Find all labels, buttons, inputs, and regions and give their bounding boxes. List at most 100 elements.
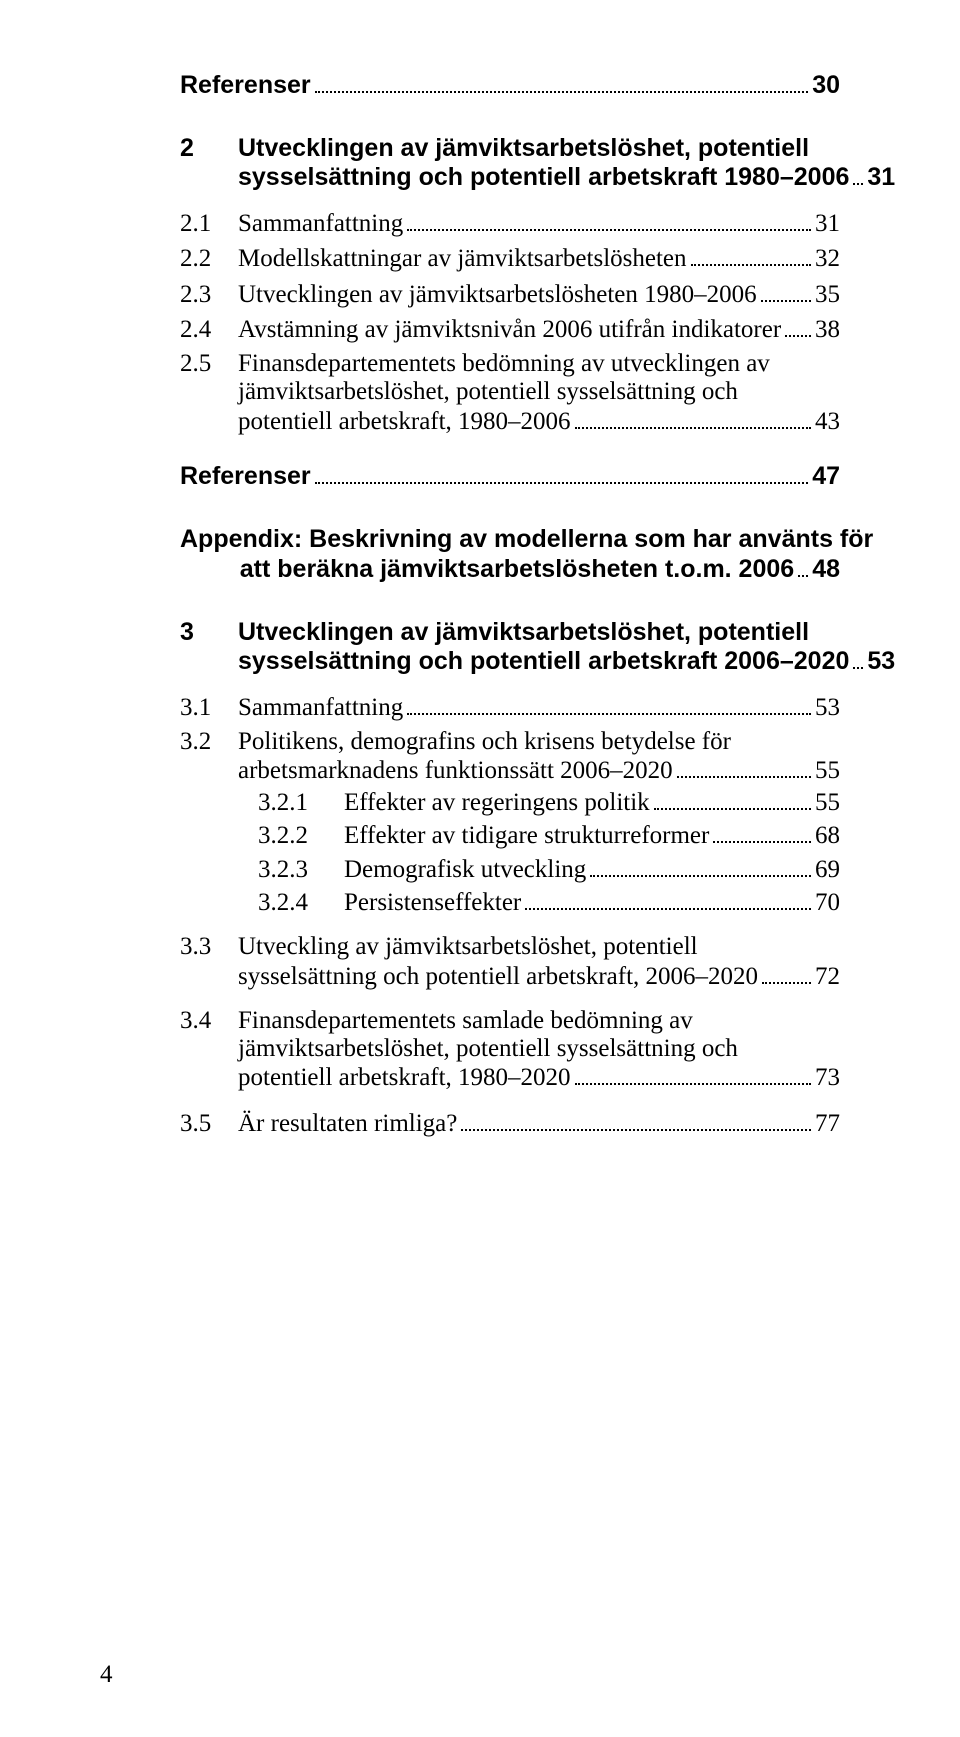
- toc-entry-text: Persistenseffekter: [344, 889, 521, 917]
- toc-entry-number: 2: [180, 134, 238, 163]
- toc-line: 3.2.3Demografisk utveckling 69: [180, 854, 840, 884]
- toc-line: 3.2.1Effekter av regeringens politik55: [180, 787, 840, 817]
- toc-entry-page: 68: [815, 822, 840, 850]
- toc-entry: 3Utvecklingen av jämviktsarbetslöshet, p…: [180, 618, 840, 677]
- toc-line: att beräkna jämviktsarbetslösheten t.o.m…: [180, 554, 840, 584]
- toc-leader-dots: [853, 163, 863, 186]
- toc-line: 2.3Utvecklingen av jämviktsarbetslöshete…: [180, 279, 840, 309]
- toc-entry-page: 38: [815, 316, 840, 344]
- toc-entry-number: 3.2.1: [258, 789, 344, 817]
- toc-indent-spacer: [180, 408, 238, 436]
- toc-entry-text: Effekter av tidigare strukturreformer: [344, 822, 709, 850]
- toc-entry-page: 43: [815, 408, 840, 436]
- toc-leader-dots: [407, 692, 811, 715]
- toc-entry: 3.5Är resultaten rimliga?77: [180, 1108, 840, 1138]
- toc-entry-text: Politikens, demografins och krisens bety…: [238, 728, 731, 756]
- toc-entry-text: Finansdepartementets bedömning av utveck…: [238, 350, 770, 378]
- toc-entry-page: 69: [815, 856, 840, 884]
- toc-leader-dots: [677, 756, 811, 779]
- toc-leader-dots: [407, 208, 811, 231]
- toc-entry-text: Appendix: Beskrivning av modellerna som …: [180, 525, 873, 554]
- toc-entry: 3.2.2Effekter av tidigare strukturreform…: [180, 821, 840, 851]
- toc-entry-page: 70: [815, 889, 840, 917]
- toc-entry: 2.4Avstämning av jämviktsnivån 2006 utif…: [180, 315, 840, 345]
- toc-entry-text: Utvecklingen av jämviktsarbetslösheten 1…: [238, 281, 757, 309]
- toc-indent-spacer: [180, 1035, 238, 1063]
- toc-leader-dots: [798, 554, 808, 577]
- toc-entry: 3.2.1Effekter av regeringens politik55: [180, 787, 840, 817]
- toc-entry-page: 53: [815, 694, 840, 722]
- toc-entry: 3.1Sammanfattning 53: [180, 692, 840, 722]
- toc-entry-page: 35: [815, 281, 840, 309]
- toc-entry: 3.4Finansdepartementets samlade bedömnin…: [180, 1007, 840, 1093]
- toc-entry-text: Utveckling av jämviktsarbetslöshet, pote…: [238, 933, 698, 961]
- toc-line: 3.2.2Effekter av tidigare strukturreform…: [180, 821, 840, 851]
- toc-entry: 3.2Politikens, demografins och krisens b…: [180, 728, 840, 786]
- toc-line: potentiell arbetskraft, 1980–2020 73: [180, 1063, 840, 1093]
- toc-indent-spacer: [180, 1064, 238, 1092]
- toc-line: Referenser47: [180, 462, 840, 492]
- toc-entry-number: 3: [180, 618, 238, 647]
- toc-entry: 3.2.4Persistenseffekter70: [180, 888, 840, 918]
- toc-entry-text: att beräkna jämviktsarbetslösheten t.o.m…: [240, 555, 794, 584]
- toc-entry: 2.3Utvecklingen av jämviktsarbetslöshete…: [180, 279, 840, 309]
- toc-entry: 2.5Finansdepartementets bedömning av utv…: [180, 350, 840, 436]
- toc-entry-number: 3.1: [180, 694, 238, 722]
- toc-entry-number: 2.5: [180, 350, 238, 378]
- toc-entry: 2.1Sammanfattning31: [180, 208, 840, 238]
- toc-line: sysselsättning och potentiell arbetskraf…: [180, 961, 840, 991]
- toc-entry-number: 2.4: [180, 316, 238, 344]
- toc-indent-spacer: [180, 378, 238, 406]
- toc-line: 2.5Finansdepartementets bedömning av utv…: [180, 350, 840, 378]
- toc-indent-spacer: [180, 757, 238, 785]
- toc-entry-number: 2.2: [180, 245, 238, 273]
- toc-line: 2.1Sammanfattning31: [180, 208, 840, 238]
- toc-entry-page: 53: [867, 647, 895, 676]
- toc-leader-dots: [713, 821, 811, 844]
- toc-entry-number: 2.3: [180, 281, 238, 309]
- toc-entry-page: 31: [815, 210, 840, 238]
- toc-indent-spacer: [180, 163, 238, 192]
- toc-entry-text: Modellskattningar av jämviktsarbetslöshe…: [238, 245, 687, 273]
- toc-line: 3.1Sammanfattning 53: [180, 692, 840, 722]
- toc-line: 3.3Utveckling av jämviktsarbetslöshet, p…: [180, 933, 840, 961]
- toc-line: 3Utvecklingen av jämviktsarbetslöshet, p…: [180, 618, 840, 647]
- toc-leader-dots: [785, 315, 811, 338]
- toc-leader-dots: [461, 1108, 811, 1131]
- toc-entry-number: 2.1: [180, 210, 238, 238]
- toc-entry: 3.3Utveckling av jämviktsarbetslöshet, p…: [180, 933, 840, 991]
- toc-leader-dots: [761, 279, 811, 302]
- toc-entry-text: Utvecklingen av jämviktsarbetslöshet, po…: [238, 134, 809, 163]
- toc-entry-page: 73: [815, 1064, 840, 1092]
- toc-line: Referenser 30: [180, 70, 840, 100]
- toc-entry-number: 3.3: [180, 933, 238, 961]
- toc-entry-text: sysselsättning och potentiell arbetskraf…: [238, 163, 849, 192]
- toc-line: jämviktsarbetslöshet, potentiell syssels…: [180, 1035, 840, 1063]
- toc-entry-number: 3.5: [180, 1110, 238, 1138]
- toc-line: 2.4Avstämning av jämviktsnivån 2006 utif…: [180, 315, 840, 345]
- toc-leader-dots: [654, 787, 811, 810]
- toc-entry-text: Sammanfattning: [238, 694, 403, 722]
- toc-entry: Referenser 30: [180, 70, 840, 100]
- toc-entry-text: Avstämning av jämviktsnivån 2006 utifrån…: [238, 316, 781, 344]
- toc-entry-number: 3.4: [180, 1007, 238, 1035]
- toc-entry-page: 72: [815, 963, 840, 991]
- toc-entry-text: Demografisk utveckling: [344, 856, 586, 884]
- toc-entry-text: potentiell arbetskraft, 1980–2006: [238, 408, 571, 436]
- toc-entry-text: Referenser: [180, 462, 311, 491]
- toc-line: arbetsmarknadens funktionssätt 2006–2020…: [180, 756, 840, 786]
- toc-line: 3.2Politikens, demografins och krisens b…: [180, 728, 840, 756]
- toc-entry-text: jämviktsarbetslöshet, potentiell syssels…: [238, 1035, 738, 1063]
- toc-entry-text: sysselsättning och potentiell arbetskraf…: [238, 963, 758, 991]
- toc-entry-text: Effekter av regeringens politik: [344, 789, 650, 817]
- toc-entry-number: 3.2.2: [258, 822, 344, 850]
- toc-entry: 2.2Modellskattningar av jämviktsarbetslö…: [180, 244, 840, 274]
- toc-entry-page: 30: [812, 71, 840, 100]
- toc-entry-text: potentiell arbetskraft, 1980–2020: [238, 1064, 571, 1092]
- toc-entry-page: 48: [812, 555, 840, 584]
- toc-entry-page: 77: [815, 1110, 840, 1138]
- toc-entry-text: Referenser: [180, 71, 311, 100]
- toc-line: 3.4Finansdepartementets samlade bedömnin…: [180, 1007, 840, 1035]
- page-number-footer: 4: [100, 1661, 113, 1689]
- toc-entry-number: 3.2.3: [258, 856, 344, 884]
